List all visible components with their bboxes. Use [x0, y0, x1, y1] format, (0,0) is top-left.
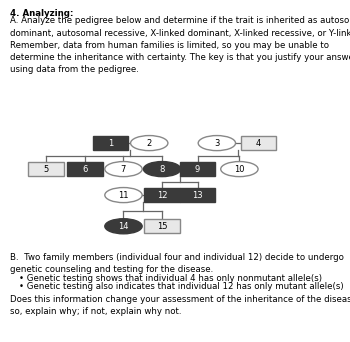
Bar — [241, 136, 276, 150]
Circle shape — [105, 187, 142, 202]
Text: Does this information change your assessment of the inheritance of the disease? : Does this information change your assess… — [10, 295, 350, 316]
Text: 11: 11 — [118, 190, 129, 200]
Text: 5: 5 — [44, 165, 49, 174]
Text: 12: 12 — [157, 190, 167, 200]
Text: 3: 3 — [214, 139, 219, 148]
Text: 9: 9 — [195, 165, 200, 174]
Bar — [180, 188, 215, 202]
Text: 7: 7 — [121, 165, 126, 174]
Text: 13: 13 — [192, 190, 203, 200]
Text: 1: 1 — [108, 139, 113, 148]
Text: 10: 10 — [234, 165, 245, 174]
Text: 4: 4 — [256, 139, 261, 148]
Bar — [145, 188, 180, 202]
Circle shape — [144, 161, 181, 176]
Bar — [180, 162, 215, 176]
Circle shape — [105, 219, 142, 234]
Text: A. Analyze the pedigree below and determine if the trait is inherited as autosom: A. Analyze the pedigree below and determ… — [10, 16, 350, 74]
Bar — [145, 219, 180, 233]
Circle shape — [105, 161, 142, 176]
Bar — [67, 162, 103, 176]
Circle shape — [131, 135, 168, 150]
Circle shape — [198, 135, 236, 150]
Text: 2: 2 — [147, 139, 152, 148]
Circle shape — [221, 161, 258, 176]
Bar — [93, 136, 128, 150]
Text: 6: 6 — [82, 165, 88, 174]
Text: 15: 15 — [157, 222, 167, 231]
Text: 14: 14 — [118, 222, 129, 231]
Text: 4. Analyzing:: 4. Analyzing: — [10, 9, 74, 17]
Bar — [28, 162, 64, 176]
Text: • Genetic testing also indicates that individual 12 has only mutant allele(s): • Genetic testing also indicates that in… — [19, 282, 344, 291]
Text: B.  Two family members (individual four and individual 12) decide to undergo
gen: B. Two family members (individual four a… — [10, 253, 344, 274]
Text: • Genetic testing shows that individual 4 has only nonmutant allele(s): • Genetic testing shows that individual … — [19, 274, 322, 282]
Text: 8: 8 — [160, 165, 165, 174]
